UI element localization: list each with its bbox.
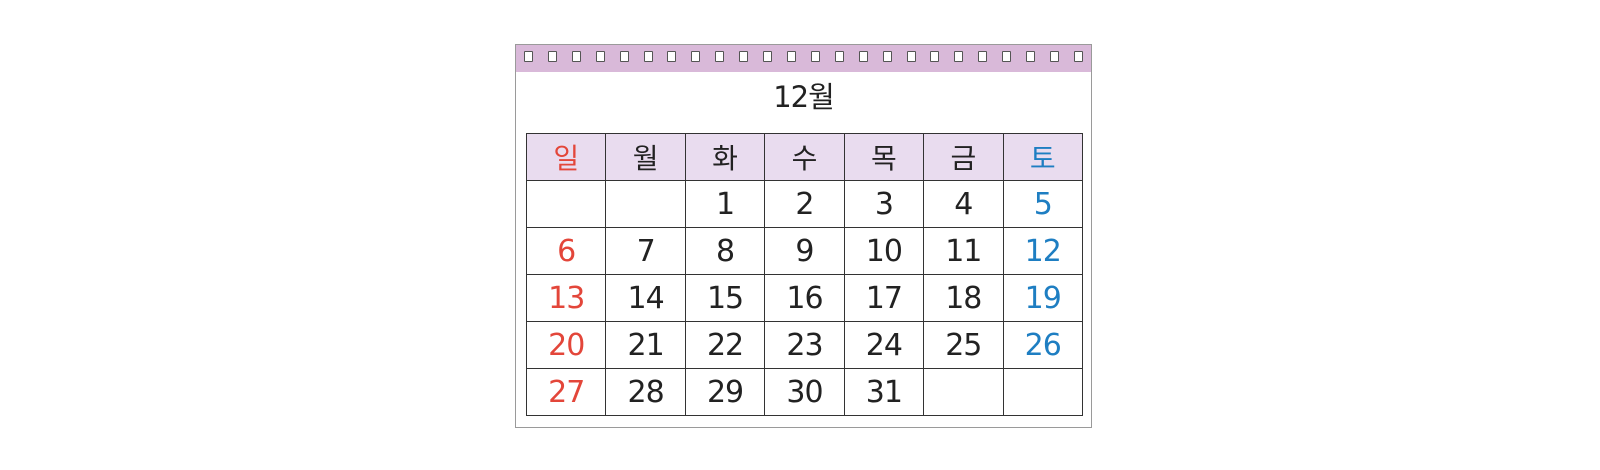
weekday-sunday: 일 (525, 133, 607, 181)
day-cell: 19 (1002, 274, 1084, 322)
binding-ring-hole (882, 51, 892, 62)
day-cell: 16 (764, 274, 845, 322)
day-cell: 8 (684, 227, 766, 275)
day-cell: 26 (1002, 321, 1084, 369)
weekday-saturday: 토 (1002, 133, 1084, 181)
binding-ring-hole (571, 51, 581, 62)
day-cell: 21 (605, 321, 686, 369)
binding-ring-hole (524, 51, 533, 62)
day-cell (923, 368, 1004, 416)
week-row-2: 6 7 8 9 10 11 12 (525, 227, 1084, 275)
calendar-grid: 일 월 화 수 목 금 토 1 2 3 4 5 6 7 8 (525, 133, 1084, 416)
weekday-friday: 금 (923, 133, 1004, 181)
weekday-header-row: 일 월 화 수 목 금 토 (525, 133, 1084, 181)
binding-ring-hole (595, 51, 605, 62)
day-cell: 22 (684, 321, 766, 369)
binding-ring-hole (834, 51, 844, 62)
day-cell: 30 (764, 368, 845, 416)
binding-ring-hole (930, 51, 940, 62)
day-cell: 4 (923, 180, 1004, 228)
binding-ring-hole (691, 51, 701, 62)
day-cell: 17 (843, 274, 925, 322)
day-cell: 11 (923, 227, 1004, 275)
weekday-tuesday: 화 (684, 133, 766, 181)
binding-ring-hole (810, 51, 820, 62)
day-cell: 24 (843, 321, 925, 369)
binding-ring-hole (619, 51, 629, 62)
day-cell: 23 (764, 321, 845, 369)
day-cell: 25 (923, 321, 1004, 369)
binding-ring-hole (1049, 51, 1059, 62)
binding-ring-hole (1002, 51, 1012, 62)
day-cell: 3 (843, 180, 925, 228)
binding-ring-hole (715, 51, 725, 62)
binding-ring-hole (547, 51, 557, 62)
weekday-thursday: 목 (843, 133, 925, 181)
day-cell: 18 (923, 274, 1004, 322)
binding-ring-hole (978, 51, 988, 62)
day-cell: 28 (605, 368, 686, 416)
day-cell: 20 (525, 321, 607, 369)
day-cell: 15 (684, 274, 766, 322)
binding-ring-hole (763, 51, 773, 62)
day-cell: 14 (605, 274, 686, 322)
day-cell (1002, 368, 1084, 416)
day-cell: 29 (684, 368, 766, 416)
binding-ring-hole (1073, 51, 1083, 62)
binding-ring-hole (786, 51, 796, 62)
day-cell: 7 (605, 227, 686, 275)
binding-ring-hole (954, 51, 964, 62)
day-cell: 10 (843, 227, 925, 275)
day-cell (605, 180, 686, 228)
day-cell: 1 (684, 180, 766, 228)
desk-calendar: 12월 일 월 화 수 목 금 토 1 2 3 4 5 (515, 44, 1092, 428)
month-title: 12월 (773, 80, 835, 114)
binding-ring-hole (667, 51, 677, 62)
day-cell: 12 (1002, 227, 1084, 275)
day-cell: 9 (764, 227, 845, 275)
day-cell: 13 (525, 274, 607, 322)
binding-ring-hole (739, 51, 749, 62)
day-cell: 2 (764, 180, 845, 228)
week-row-1: 1 2 3 4 5 (525, 180, 1084, 228)
binding-ring-hole (1026, 51, 1036, 62)
binding-ring-hole (858, 51, 868, 62)
spiral-binding (516, 45, 1091, 72)
day-cell: 31 (843, 368, 925, 416)
week-row-3: 13 14 15 16 17 18 19 (525, 274, 1084, 322)
day-cell: 5 (1002, 180, 1084, 228)
week-row-5: 27 28 29 30 31 (525, 368, 1084, 416)
day-cell: 27 (525, 368, 607, 416)
binding-ring-hole (643, 51, 653, 62)
weekday-wednesday: 수 (764, 133, 845, 181)
weekday-monday: 월 (605, 133, 686, 181)
day-cell (525, 180, 607, 228)
day-cell: 6 (525, 227, 607, 275)
week-row-4: 20 21 22 23 24 25 26 (525, 321, 1084, 369)
binding-ring-hole (906, 51, 916, 62)
